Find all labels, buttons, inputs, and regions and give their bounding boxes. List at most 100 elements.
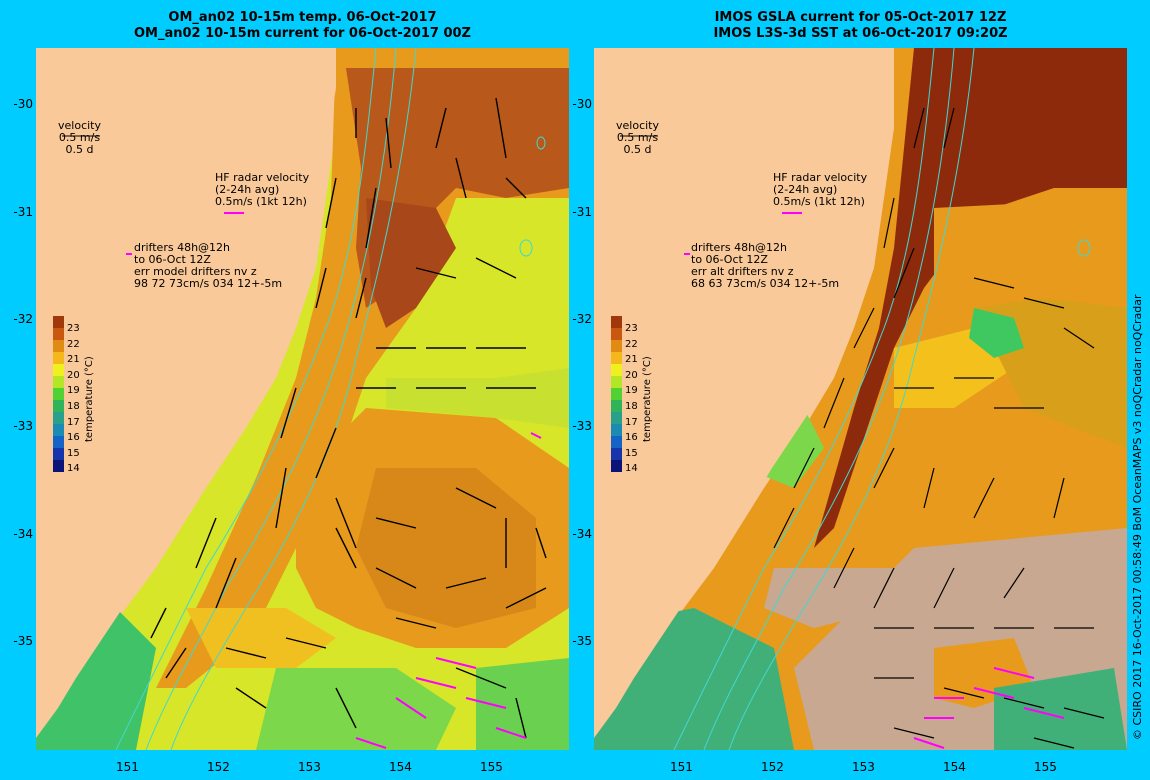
left-map-field <box>36 48 569 750</box>
credit-text: © CSIRO 2017 16-Oct-2017 00:58:49 BoM Oc… <box>1131 294 1144 740</box>
drift-line1: drifters 48h@12h <box>691 241 788 254</box>
hf-line3: 0.5m/s (1kt 12h) <box>215 195 307 208</box>
colorbar-segment <box>611 412 622 424</box>
colorbar-segment <box>53 316 64 328</box>
colorbar-segment <box>53 388 64 400</box>
colorbar-tick: 18 <box>67 401 80 412</box>
colorbar-tick: 16 <box>625 432 638 444</box>
y-tick: -33 <box>572 419 592 433</box>
velocity-arrows <box>773 107 1105 749</box>
colorbar-segment <box>611 364 622 376</box>
colorbar-segment <box>611 448 622 460</box>
colorbar-tick: 23 <box>67 323 80 334</box>
right-title: IMOS GSLA current for 05-Oct-2017 12Z IM… <box>594 10 1127 42</box>
colorbar-segment <box>611 460 622 472</box>
colorbar-tick: 14 <box>625 463 638 475</box>
hf-line2: (2-24h avg) <box>215 183 280 196</box>
y-tick: -34 <box>13 527 33 541</box>
y-tick: -34 <box>572 527 592 541</box>
colorbar-segment <box>611 436 622 448</box>
colorbar-tick: 19 <box>67 385 80 397</box>
hf-line2: (2-24h avg) <box>773 183 838 196</box>
left-colorbar-label: temperature (°C) <box>84 356 95 442</box>
drifters-legend: drifters 48h@12h to 06-Oct 12Z err alt d… <box>691 242 839 290</box>
y-tick: -30 <box>572 97 592 111</box>
colorbar-segment <box>53 412 64 424</box>
drift-line3: err alt drifters nv z <box>691 265 794 278</box>
velocity-label: velocity <box>616 119 659 132</box>
colorbar-segment <box>53 352 64 364</box>
velocity-legend: velocity 0.5 m/s 0.5 d <box>58 120 101 156</box>
hf-radar-arrows <box>913 667 1065 749</box>
hf-radar-arrows <box>355 432 542 749</box>
drift-line4: 68 63 73cm/s 034 12+-5m <box>691 277 840 290</box>
hf-line3: 0.5m/s (1kt 12h) <box>773 195 865 208</box>
colorbar-tick: 14 <box>67 463 80 475</box>
colorbar-segment <box>611 424 622 436</box>
colorbar-tick: 17 <box>625 416 638 428</box>
colorbar-tick: 18 <box>625 401 638 412</box>
y-tick: -32 <box>572 312 592 326</box>
colorbar-tick: 23 <box>625 323 638 334</box>
x-tick: 153 <box>298 760 321 774</box>
colorbar-segment <box>611 400 622 412</box>
x-tick: 151 <box>116 760 139 774</box>
x-tick: 154 <box>943 760 966 774</box>
right-map-field <box>594 48 1127 750</box>
y-tick: -31 <box>13 205 33 219</box>
velocity-scale: 0.5 m/s <box>58 131 101 144</box>
hf-line1: HF radar velocity <box>773 171 868 184</box>
colorbar-segment <box>53 436 64 448</box>
velocity-legend: velocity 0.5 m/s 0.5 d <box>616 120 659 156</box>
x-tick: 151 <box>670 760 693 774</box>
y-tick: -32 <box>13 312 33 326</box>
drift-line2: to 06-Oct 12Z <box>691 253 768 266</box>
x-tick: 153 <box>852 760 875 774</box>
x-tick: 152 <box>207 760 230 774</box>
colorbar-segment <box>611 316 622 328</box>
colorbar-tick: 21 <box>625 354 638 366</box>
y-tick: -35 <box>13 634 33 648</box>
colorbar-segment <box>611 376 622 388</box>
colorbar-segment <box>53 460 64 472</box>
left-title: OM_an02 10-15m temp. 06-Oct-2017 OM_an02… <box>36 10 569 42</box>
colorbar-segment <box>53 328 64 340</box>
colorbar-segment <box>53 400 64 412</box>
velocity-days: 0.5 d <box>65 143 94 156</box>
hf-radar-legend: HF radar velocity (2-24h avg) 0.5m/s (1k… <box>773 172 867 208</box>
velocity-arrows <box>150 97 547 739</box>
colorbar-tick: 22 <box>625 338 638 350</box>
y-tick: -31 <box>572 205 592 219</box>
colorbar-tick: 15 <box>625 447 638 459</box>
x-tick: 152 <box>761 760 784 774</box>
drifters-legend: drifters 48h@12h to 06-Oct 12Z err model… <box>134 242 282 290</box>
colorbar-segment <box>611 328 622 340</box>
left-map[interactable]: velocity 0.5 m/s 0.5 d HF radar velocity… <box>36 48 569 750</box>
x-tick: 154 <box>389 760 412 774</box>
y-tick: -33 <box>13 419 33 433</box>
colorbar-tick: 21 <box>67 354 80 366</box>
x-tick: 155 <box>1034 760 1057 774</box>
right-colorbar <box>611 316 622 472</box>
colorbar-tick: 16 <box>67 432 80 444</box>
right-map[interactable]: velocity 0.5 m/s 0.5 d HF radar velocity… <box>594 48 1127 750</box>
colorbar-segment <box>53 448 64 460</box>
colorbar-segment <box>53 364 64 376</box>
colorbar-tick: 20 <box>625 369 638 381</box>
velocity-label: velocity <box>58 119 101 132</box>
drift-line2: to 06-Oct 12Z <box>134 253 211 266</box>
drift-line4: 98 72 73cm/s 034 12+-5m <box>134 277 283 290</box>
y-tick: -35 <box>572 634 592 648</box>
drift-line1: drifters 48h@12h <box>134 241 231 254</box>
colorbar-tick: 17 <box>67 416 80 428</box>
colorbar-tick: 19 <box>625 385 638 397</box>
colorbar-tick: 22 <box>67 338 80 350</box>
y-tick: -30 <box>13 97 33 111</box>
left-title-line2: OM_an02 10-15m current for 06-Oct-2017 0… <box>134 26 471 41</box>
colorbar-tick: 15 <box>67 447 80 459</box>
colorbar-segment <box>611 388 622 400</box>
colorbar-segment <box>611 340 622 352</box>
left-colorbar <box>53 316 64 472</box>
colorbar-segment <box>611 352 622 364</box>
right-title-line2: IMOS L3S-3d SST at 06-Oct-2017 09:20Z <box>713 26 1008 41</box>
